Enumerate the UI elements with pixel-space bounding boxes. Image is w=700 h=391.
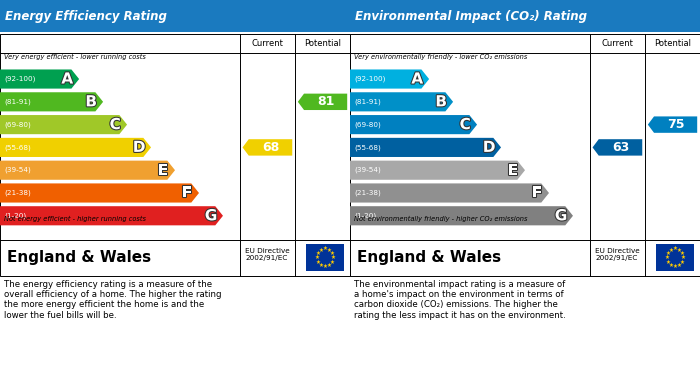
Text: G: G xyxy=(555,208,567,223)
Text: ★: ★ xyxy=(318,248,323,253)
Text: Current: Current xyxy=(601,39,634,48)
Text: (69-80): (69-80) xyxy=(354,121,381,128)
Text: A: A xyxy=(412,72,423,86)
Polygon shape xyxy=(0,183,199,203)
Text: E: E xyxy=(158,163,168,178)
Text: 68: 68 xyxy=(262,141,279,154)
Text: ★: ★ xyxy=(327,248,332,253)
Bar xyxy=(657,244,694,271)
Text: E: E xyxy=(508,163,518,178)
Text: C: C xyxy=(110,117,120,132)
Text: ★: ★ xyxy=(666,251,671,256)
Text: ★: ★ xyxy=(315,255,320,260)
Text: ★: ★ xyxy=(318,263,323,268)
Text: (69-80): (69-80) xyxy=(4,121,31,128)
Polygon shape xyxy=(648,117,697,133)
Text: 81: 81 xyxy=(317,95,335,108)
Text: D: D xyxy=(483,140,496,155)
Polygon shape xyxy=(243,139,293,156)
Text: (39-54): (39-54) xyxy=(4,167,31,174)
Polygon shape xyxy=(350,70,429,89)
Text: (1-20): (1-20) xyxy=(4,213,27,219)
Text: (21-38): (21-38) xyxy=(4,190,31,196)
Text: ★: ★ xyxy=(668,248,673,253)
Text: ★: ★ xyxy=(680,255,685,260)
Text: A: A xyxy=(62,72,73,86)
Text: England & Wales: England & Wales xyxy=(357,250,501,265)
Text: (39-54): (39-54) xyxy=(354,167,381,174)
Polygon shape xyxy=(350,92,453,111)
Text: F: F xyxy=(182,185,192,201)
Text: F: F xyxy=(532,185,542,201)
Text: Environmental Impact (CO₂) Rating: Environmental Impact (CO₂) Rating xyxy=(355,10,587,23)
Polygon shape xyxy=(350,115,477,134)
Text: EU Directive
2002/91/EC: EU Directive 2002/91/EC xyxy=(595,248,640,261)
Text: ★: ★ xyxy=(330,255,335,260)
Text: C: C xyxy=(460,117,470,132)
Text: ★: ★ xyxy=(323,264,328,269)
Bar xyxy=(350,34,700,276)
Polygon shape xyxy=(350,138,501,157)
Text: (92-100): (92-100) xyxy=(354,76,386,82)
Text: Very energy efficient - lower running costs: Very energy efficient - lower running co… xyxy=(4,54,146,61)
Text: (92-100): (92-100) xyxy=(4,76,36,82)
Text: ★: ★ xyxy=(323,246,328,251)
Text: ★: ★ xyxy=(680,260,685,265)
Polygon shape xyxy=(0,206,223,225)
Polygon shape xyxy=(0,161,175,180)
Polygon shape xyxy=(0,138,151,157)
Text: The energy efficiency rating is a measure of the
overall efficiency of a home. T: The energy efficiency rating is a measur… xyxy=(4,280,221,320)
Polygon shape xyxy=(0,115,127,134)
Bar xyxy=(350,0,700,32)
Text: B: B xyxy=(85,94,97,109)
Text: Potential: Potential xyxy=(654,39,691,48)
Text: D: D xyxy=(133,140,146,155)
Text: EU Directive
2002/91/EC: EU Directive 2002/91/EC xyxy=(245,248,290,261)
Text: Very environmentally friendly - lower CO₂ emissions: Very environmentally friendly - lower CO… xyxy=(354,54,527,61)
Text: The environmental impact rating is a measure of
a home's impact on the environme: The environmental impact rating is a mea… xyxy=(354,280,566,320)
Text: (55-68): (55-68) xyxy=(354,144,381,151)
Text: ★: ★ xyxy=(677,248,682,253)
Polygon shape xyxy=(0,92,103,111)
Polygon shape xyxy=(298,93,347,110)
Text: Energy Efficiency Rating: Energy Efficiency Rating xyxy=(6,10,167,23)
Text: Not environmentally friendly - higher CO₂ emissions: Not environmentally friendly - higher CO… xyxy=(354,216,527,222)
Polygon shape xyxy=(350,183,549,203)
Text: ★: ★ xyxy=(666,260,671,265)
Text: (55-68): (55-68) xyxy=(4,144,31,151)
Text: ★: ★ xyxy=(673,246,678,251)
Text: Not energy efficient - higher running costs: Not energy efficient - higher running co… xyxy=(4,216,146,222)
Text: ★: ★ xyxy=(677,263,682,268)
Text: ★: ★ xyxy=(330,260,335,265)
Text: ★: ★ xyxy=(327,263,332,268)
Text: ★: ★ xyxy=(316,251,321,256)
Text: 75: 75 xyxy=(667,118,685,131)
Text: Potential: Potential xyxy=(304,39,341,48)
Text: (21-38): (21-38) xyxy=(354,190,381,196)
Text: B: B xyxy=(435,94,447,109)
Text: ★: ★ xyxy=(668,263,673,268)
Polygon shape xyxy=(592,139,643,156)
Text: 63: 63 xyxy=(612,141,629,154)
Bar xyxy=(307,244,344,271)
Text: (81-91): (81-91) xyxy=(354,99,381,105)
Text: (1-20): (1-20) xyxy=(354,213,377,219)
Text: Current: Current xyxy=(251,39,284,48)
Polygon shape xyxy=(350,206,573,225)
Text: ★: ★ xyxy=(680,251,685,256)
Text: ★: ★ xyxy=(330,251,335,256)
Bar xyxy=(0,34,350,276)
Text: G: G xyxy=(205,208,217,223)
Text: ★: ★ xyxy=(316,260,321,265)
Text: England & Wales: England & Wales xyxy=(7,250,151,265)
Text: (81-91): (81-91) xyxy=(4,99,31,105)
Polygon shape xyxy=(350,161,525,180)
Text: ★: ★ xyxy=(665,255,670,260)
Text: ★: ★ xyxy=(673,264,678,269)
Polygon shape xyxy=(0,70,79,89)
Bar xyxy=(0,0,350,32)
